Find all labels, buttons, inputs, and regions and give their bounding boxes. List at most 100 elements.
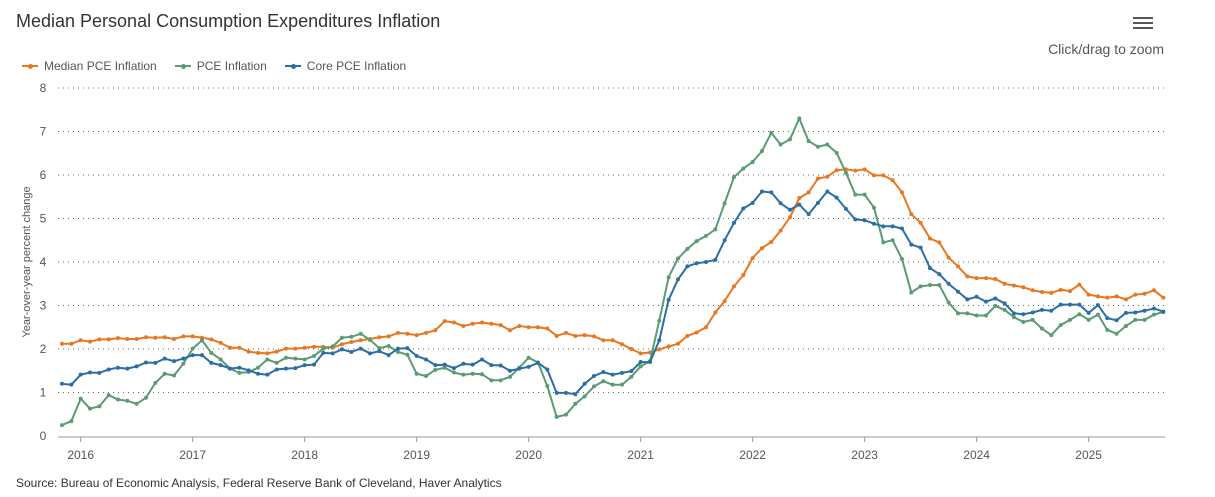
data-point[interactable] (797, 202, 802, 207)
data-point[interactable] (545, 367, 550, 372)
data-point[interactable] (1058, 302, 1063, 307)
data-point[interactable] (1058, 287, 1063, 292)
data-point[interactable] (722, 238, 727, 243)
data-point[interactable] (237, 370, 242, 375)
data-point[interactable] (414, 333, 419, 338)
data-point[interactable] (1114, 318, 1119, 323)
data-point[interactable] (87, 339, 92, 344)
data-point[interactable] (853, 192, 858, 197)
data-point[interactable] (965, 274, 970, 279)
data-point[interactable] (1151, 306, 1156, 311)
data-point[interactable] (703, 260, 708, 264)
data-point[interactable] (769, 190, 774, 195)
data-point[interactable] (703, 233, 708, 238)
data-point[interactable] (386, 353, 391, 358)
data-point[interactable] (862, 192, 867, 197)
data-point[interactable] (115, 336, 120, 341)
data-point[interactable] (1067, 317, 1072, 322)
data-point[interactable] (526, 364, 531, 369)
data-point[interactable] (862, 218, 867, 223)
data-point[interactable] (153, 335, 158, 340)
data-point[interactable] (367, 351, 372, 356)
data-point[interactable] (321, 350, 326, 355)
data-point[interactable] (629, 374, 634, 379)
data-point[interactable] (349, 350, 354, 355)
data-point[interactable] (685, 246, 690, 251)
data-point[interactable] (1133, 292, 1138, 297)
data-point[interactable] (629, 347, 634, 351)
data-point[interactable] (554, 390, 559, 395)
data-point[interactable] (666, 275, 671, 280)
data-point[interactable] (395, 330, 400, 335)
series-pce-inflation[interactable] (60, 115, 1166, 428)
data-point[interactable] (573, 392, 578, 397)
data-point[interactable] (1133, 317, 1138, 322)
data-point[interactable] (218, 340, 223, 345)
data-point[interactable] (871, 221, 876, 226)
data-point[interactable] (741, 166, 746, 171)
data-point[interactable] (274, 367, 279, 372)
data-point[interactable] (759, 189, 764, 194)
data-point[interactable] (1049, 290, 1054, 295)
data-point[interactable] (433, 328, 438, 333)
data-point[interactable] (582, 381, 587, 386)
data-point[interactable] (666, 344, 671, 349)
data-point[interactable] (517, 366, 522, 371)
data-point[interactable] (946, 281, 951, 286)
data-point[interactable] (853, 168, 858, 173)
data-point[interactable] (507, 328, 512, 333)
data-point[interactable] (694, 330, 699, 335)
data-point[interactable] (1021, 285, 1026, 290)
data-point[interactable] (274, 349, 279, 354)
data-point[interactable] (358, 331, 363, 336)
data-point[interactable] (526, 355, 531, 360)
data-point[interactable] (638, 360, 643, 365)
data-point[interactable] (899, 256, 904, 261)
data-point[interactable] (479, 357, 484, 362)
data-point[interactable] (153, 380, 158, 385)
data-point[interactable] (69, 419, 74, 424)
data-point[interactable] (1086, 317, 1091, 322)
data-point[interactable] (479, 372, 484, 377)
data-point[interactable] (1161, 309, 1166, 314)
data-point[interactable] (60, 381, 64, 386)
data-point[interactable] (731, 220, 736, 225)
data-point[interactable] (787, 215, 792, 220)
data-point[interactable] (797, 116, 802, 121)
data-point[interactable] (825, 142, 830, 147)
data-point[interactable] (97, 370, 102, 375)
data-point[interactable] (563, 412, 568, 417)
data-point[interactable] (834, 150, 839, 155)
data-point[interactable] (1011, 283, 1016, 288)
data-point[interactable] (769, 130, 774, 135)
data-point[interactable] (1039, 326, 1044, 331)
data-point[interactable] (78, 338, 83, 343)
data-point[interactable] (106, 367, 111, 372)
data-point[interactable] (97, 404, 102, 409)
data-point[interactable] (134, 401, 139, 406)
data-point[interactable] (759, 246, 764, 251)
data-point[interactable] (843, 206, 848, 211)
data-point[interactable] (461, 372, 466, 377)
data-point[interactable] (759, 149, 764, 154)
data-point[interactable] (395, 350, 400, 355)
data-point[interactable] (330, 351, 335, 356)
data-point[interactable] (993, 303, 998, 308)
data-point[interactable] (545, 326, 550, 331)
data-point[interactable] (582, 333, 587, 338)
data-point[interactable] (377, 335, 382, 340)
data-point[interactable] (675, 341, 680, 346)
data-point[interactable] (946, 300, 951, 305)
data-point[interactable] (610, 382, 615, 387)
data-point[interactable] (535, 360, 540, 365)
hamburger-menu-icon[interactable] (1133, 14, 1153, 30)
legend-item-core-pce[interactable]: Core PCE Inflation (284, 59, 406, 73)
data-point[interactable] (554, 333, 559, 338)
data-point[interactable] (181, 361, 186, 366)
data-point[interactable] (237, 365, 242, 370)
data-point[interactable] (302, 345, 307, 350)
data-point[interactable] (302, 357, 307, 362)
data-point[interactable] (629, 369, 634, 374)
data-point[interactable] (125, 366, 130, 371)
data-point[interactable] (1151, 312, 1156, 317)
